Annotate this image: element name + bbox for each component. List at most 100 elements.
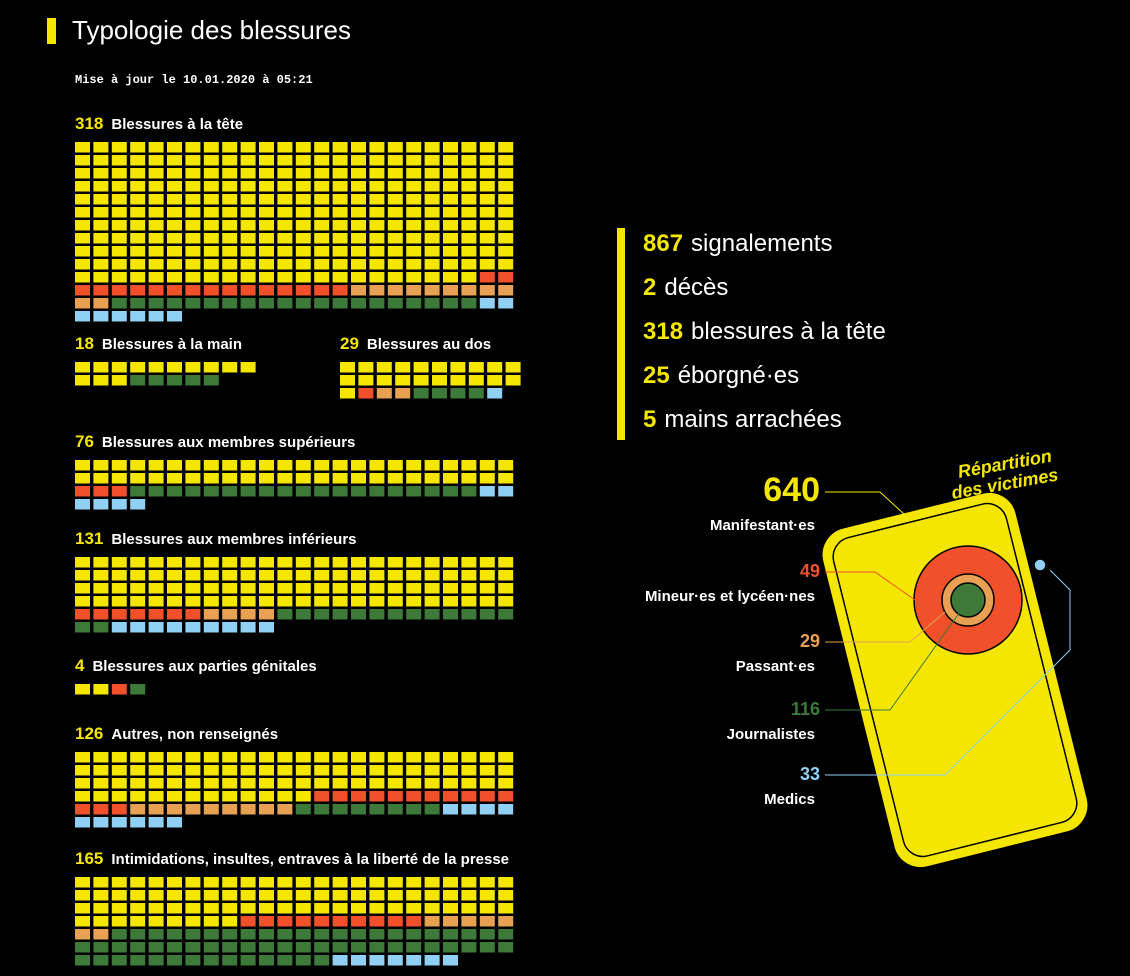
waffle-cell <box>93 929 108 940</box>
waffle-cell <box>75 460 90 471</box>
waffle-cell <box>259 916 274 927</box>
waffle-cell <box>480 596 495 607</box>
waffle-cell <box>259 929 274 940</box>
waffle-cell <box>351 181 366 192</box>
waffle-cell <box>498 752 513 763</box>
waffle-cell <box>432 375 447 386</box>
waffle-cell <box>277 804 292 815</box>
waffle-cell <box>351 916 366 927</box>
waffle-cell <box>461 570 476 581</box>
waffle-cell <box>93 311 108 322</box>
waffle-cell <box>432 388 447 399</box>
waffle-cell <box>259 903 274 914</box>
waffle-label: 76Blessures aux membres supérieurs <box>75 432 355 451</box>
waffle-cell <box>369 155 384 166</box>
waffle-cell <box>425 155 440 166</box>
waffle-cell <box>167 955 182 966</box>
waffle-cell <box>75 596 90 607</box>
waffle-cell <box>149 272 164 283</box>
waffle-cell <box>296 285 311 296</box>
waffle-cell <box>130 596 145 607</box>
waffle-cell <box>388 194 403 205</box>
waffle-label: 126Autres, non renseignés <box>75 724 278 743</box>
waffle-cell <box>351 272 366 283</box>
waffle-cell <box>130 194 145 205</box>
waffle-cell <box>222 583 237 594</box>
waffle-cell <box>333 916 348 927</box>
waffle-cell <box>93 142 108 153</box>
waffle-cell <box>406 194 421 205</box>
waffle-cell <box>75 622 90 633</box>
waffle-cell <box>259 207 274 218</box>
waffle-cell <box>461 596 476 607</box>
waffle-cell <box>388 583 403 594</box>
waffle-cell <box>130 375 145 386</box>
waffle-cell <box>450 375 465 386</box>
waffle-cell <box>388 791 403 802</box>
waffle-cell <box>241 460 256 471</box>
waffle-cell <box>75 220 90 231</box>
waffle-cell <box>369 246 384 257</box>
waffle-cell <box>130 903 145 914</box>
waffle-cell <box>333 233 348 244</box>
waffle-cell <box>333 194 348 205</box>
waffle-cell <box>222 955 237 966</box>
waffle-cell <box>241 362 256 373</box>
waffle-cell <box>222 486 237 497</box>
waffle-cell <box>130 877 145 888</box>
waffle-label: 131Blessures aux membres inférieurs <box>75 529 357 548</box>
waffle-cell <box>480 233 495 244</box>
waffle-cell <box>314 298 329 309</box>
waffle-cell <box>351 596 366 607</box>
waffle-total: 318 <box>75 114 103 133</box>
waffle-cell <box>333 942 348 953</box>
waffle-cell <box>296 246 311 257</box>
waffle-cell <box>167 890 182 901</box>
waffle-cell <box>406 272 421 283</box>
waffle-cell <box>93 817 108 828</box>
waffle-cell <box>149 259 164 270</box>
waffle-cell <box>222 778 237 789</box>
waffle-cell <box>112 877 127 888</box>
waffle-cell <box>259 259 274 270</box>
waffle-cell <box>149 194 164 205</box>
waffle-cell <box>204 916 219 927</box>
waffle-cell <box>406 765 421 776</box>
waffle-cell <box>333 609 348 620</box>
waffle-cell <box>185 207 200 218</box>
waffle-cell <box>498 142 513 153</box>
waffle-cell <box>296 168 311 179</box>
waffle-cell <box>241 942 256 953</box>
waffle-cell <box>277 473 292 484</box>
waffle-cell <box>498 596 513 607</box>
waffle-cell <box>461 942 476 953</box>
waffle-cell <box>351 155 366 166</box>
waffle-cell <box>259 570 274 581</box>
waffle-cell <box>388 220 403 231</box>
waffle-cell <box>277 752 292 763</box>
waffle-cell <box>241 155 256 166</box>
victim-name: Manifestant·es <box>710 517 815 534</box>
waffle-cell <box>369 583 384 594</box>
waffle-cell <box>204 220 219 231</box>
waffle-cell <box>333 903 348 914</box>
waffle-cell <box>443 194 458 205</box>
waffle-cell <box>204 596 219 607</box>
waffle-cell <box>388 142 403 153</box>
waffle-cell <box>277 903 292 914</box>
waffle-cell <box>75 684 90 695</box>
waffle-cell <box>112 804 127 815</box>
waffle-cell <box>204 155 219 166</box>
waffle-cell <box>443 570 458 581</box>
waffle-cell <box>149 473 164 484</box>
stat-label: signalements <box>691 230 832 257</box>
waffle-cell <box>358 375 373 386</box>
waffle-cell <box>498 246 513 257</box>
waffle-cell <box>149 877 164 888</box>
waffle-cell <box>443 791 458 802</box>
waffle-cell <box>461 778 476 789</box>
waffle-cell <box>222 168 237 179</box>
waffle-cell <box>388 955 403 966</box>
waffle-cell <box>480 220 495 231</box>
waffle-cell <box>480 259 495 270</box>
